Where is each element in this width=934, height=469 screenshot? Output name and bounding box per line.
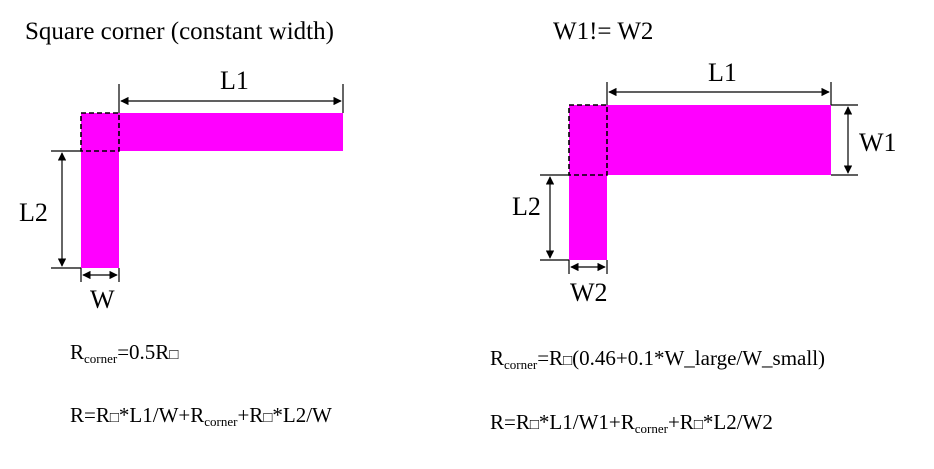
right-label-l1: L1: [708, 58, 737, 87]
right-dimension-lines: [540, 82, 858, 274]
left-equation-total: R=R□*L1/W+Rcorner+R□*L2/W: [70, 403, 332, 429]
right-label-w2: W2: [570, 278, 608, 307]
right-trace: [568, 104, 831, 260]
left-horizontal-segment: [81, 113, 343, 151]
left-label-l1: L1: [220, 66, 249, 95]
square-symbol: □: [109, 410, 119, 426]
right-vertical-segment: [569, 105, 607, 260]
right-equation-corner: Rcorner=R□(0.46+0.1*W_large/W_small): [490, 346, 826, 372]
left-dimension-lines: [51, 84, 344, 282]
right-corner-square: [568, 104, 608, 176]
right-title: W1!= W2: [553, 18, 654, 45]
square-symbol: □: [263, 410, 273, 426]
square-symbol: □: [693, 417, 703, 433]
right-label-l2: L2: [512, 192, 541, 221]
square-symbol: □: [563, 353, 573, 369]
left-corner-square: [80, 112, 120, 152]
left-label-l2: L2: [19, 198, 48, 227]
right-label-w1: W1: [859, 128, 897, 157]
left-trace: [80, 112, 343, 268]
right-horizontal-segment: [569, 105, 831, 175]
left-label-w: W: [90, 285, 115, 314]
left-title: Square corner (constant width): [25, 18, 334, 45]
left-vertical-segment: [81, 113, 119, 268]
left-equation-corner: Rcorner=0.5R□: [70, 340, 179, 366]
right-equation-total: R=R□*L1/W1+Rcorner+R□*L2/W2: [490, 410, 773, 436]
square-symbol: □: [169, 347, 179, 363]
square-symbol: □: [529, 417, 539, 433]
